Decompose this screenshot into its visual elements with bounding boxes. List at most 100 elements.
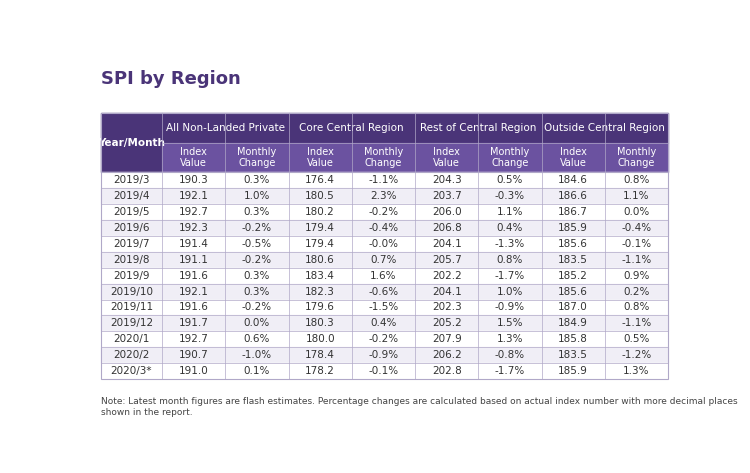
Text: Index
Value: Index Value: [433, 147, 460, 168]
Bar: [478, 284, 542, 299]
Bar: [478, 236, 542, 252]
Bar: [478, 252, 542, 268]
Text: 206.0: 206.0: [432, 207, 461, 217]
Text: 1.1%: 1.1%: [623, 191, 650, 201]
Text: 0.3%: 0.3%: [244, 287, 270, 297]
Bar: [352, 347, 415, 363]
Bar: [604, 204, 668, 220]
Bar: [604, 299, 668, 315]
Bar: [604, 236, 668, 252]
Text: 2019/8: 2019/8: [113, 255, 149, 265]
Bar: [289, 143, 352, 172]
Text: 2019/11: 2019/11: [110, 302, 153, 313]
Text: 192.1: 192.1: [178, 191, 209, 201]
Bar: [415, 284, 478, 299]
Bar: [478, 204, 542, 220]
Text: 0.6%: 0.6%: [244, 334, 270, 344]
Text: -1.7%: -1.7%: [495, 271, 525, 280]
Text: -0.3%: -0.3%: [495, 191, 525, 201]
Bar: [478, 299, 542, 315]
Text: Note: Latest month figures are flash estimates. Percentage changes are calculate: Note: Latest month figures are flash est…: [100, 397, 737, 417]
Text: -1.1%: -1.1%: [621, 318, 652, 328]
Bar: [542, 363, 604, 379]
Bar: [542, 299, 604, 315]
Bar: [352, 299, 415, 315]
Bar: [100, 332, 162, 347]
Bar: [100, 252, 162, 268]
Bar: [225, 204, 289, 220]
Text: 178.4: 178.4: [305, 350, 335, 360]
Bar: [604, 188, 668, 204]
Text: 206.8: 206.8: [432, 223, 461, 233]
Bar: [415, 204, 478, 220]
Bar: [225, 188, 289, 204]
Bar: [604, 268, 668, 284]
Bar: [162, 268, 225, 284]
Text: 190.3: 190.3: [178, 175, 209, 185]
Bar: [289, 284, 352, 299]
Text: -1.3%: -1.3%: [495, 239, 525, 249]
Text: 185.6: 185.6: [558, 287, 588, 297]
Bar: [415, 252, 478, 268]
Bar: [415, 347, 478, 363]
Bar: [162, 347, 225, 363]
Text: 204.1: 204.1: [432, 239, 461, 249]
Text: 204.1: 204.1: [432, 287, 461, 297]
Text: -0.2%: -0.2%: [242, 255, 272, 265]
Bar: [542, 113, 668, 143]
Text: 2019/7: 2019/7: [113, 239, 149, 249]
Bar: [415, 363, 478, 379]
Text: 0.5%: 0.5%: [496, 175, 523, 185]
Bar: [289, 363, 352, 379]
Text: -0.4%: -0.4%: [368, 223, 398, 233]
Bar: [162, 188, 225, 204]
Text: 2020/2: 2020/2: [113, 350, 149, 360]
Bar: [352, 143, 415, 172]
Bar: [100, 284, 162, 299]
Text: 179.6: 179.6: [305, 302, 335, 313]
Bar: [542, 252, 604, 268]
Bar: [100, 236, 162, 252]
Bar: [162, 236, 225, 252]
Bar: [225, 284, 289, 299]
Bar: [162, 172, 225, 188]
Bar: [542, 143, 604, 172]
Text: 192.3: 192.3: [178, 223, 209, 233]
Bar: [225, 347, 289, 363]
Text: -1.7%: -1.7%: [495, 366, 525, 376]
Text: 0.2%: 0.2%: [623, 287, 650, 297]
Text: 202.8: 202.8: [432, 366, 461, 376]
Text: 1.3%: 1.3%: [496, 334, 523, 344]
Bar: [415, 236, 478, 252]
Bar: [542, 172, 604, 188]
Bar: [478, 332, 542, 347]
Bar: [225, 252, 289, 268]
Text: 206.2: 206.2: [432, 350, 461, 360]
Bar: [100, 299, 162, 315]
Text: 204.3: 204.3: [432, 175, 461, 185]
Text: 2020/1: 2020/1: [113, 334, 149, 344]
Text: Monthly
Change: Monthly Change: [490, 147, 530, 168]
Bar: [542, 236, 604, 252]
Text: 182.3: 182.3: [305, 287, 335, 297]
Bar: [225, 315, 289, 332]
Bar: [100, 204, 162, 220]
Bar: [478, 188, 542, 204]
Text: 178.2: 178.2: [305, 366, 335, 376]
Text: Index
Value: Index Value: [560, 147, 586, 168]
Bar: [100, 220, 162, 236]
Text: Monthly
Change: Monthly Change: [616, 147, 656, 168]
Bar: [100, 172, 162, 188]
Bar: [289, 347, 352, 363]
Text: 186.7: 186.7: [558, 207, 588, 217]
Text: 191.1: 191.1: [178, 255, 209, 265]
Bar: [352, 332, 415, 347]
Text: 0.8%: 0.8%: [623, 175, 650, 185]
Bar: [604, 284, 668, 299]
Text: 2.3%: 2.3%: [370, 191, 397, 201]
Bar: [289, 113, 415, 143]
Bar: [478, 268, 542, 284]
Bar: [542, 284, 604, 299]
Text: 185.2: 185.2: [558, 271, 588, 280]
Bar: [604, 363, 668, 379]
